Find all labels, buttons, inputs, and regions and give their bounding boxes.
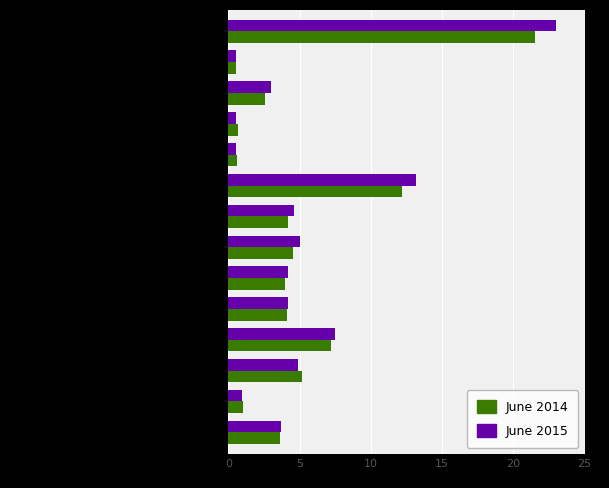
- Bar: [228, 62, 236, 74]
- Bar: [228, 31, 535, 43]
- Bar: [228, 112, 236, 124]
- Bar: [228, 185, 402, 197]
- Bar: [228, 20, 556, 31]
- Bar: [228, 328, 335, 340]
- Bar: [228, 402, 242, 413]
- Legend: June 2014, June 2015: June 2014, June 2015: [466, 390, 579, 447]
- Bar: [228, 421, 281, 432]
- Bar: [228, 216, 288, 228]
- Bar: [228, 93, 266, 105]
- Bar: [228, 309, 287, 321]
- Bar: [228, 174, 417, 185]
- Bar: [228, 124, 238, 136]
- Bar: [228, 340, 331, 351]
- Bar: [228, 247, 292, 259]
- Bar: [228, 81, 271, 93]
- Bar: [228, 204, 294, 216]
- Bar: [228, 390, 242, 402]
- Bar: [228, 155, 237, 166]
- Bar: [228, 50, 236, 62]
- Bar: [228, 359, 298, 370]
- Bar: [228, 370, 303, 382]
- Bar: [228, 236, 300, 247]
- Bar: [228, 297, 288, 309]
- Bar: [228, 143, 236, 155]
- Bar: [228, 432, 280, 444]
- Bar: [228, 278, 286, 290]
- Bar: [228, 266, 288, 278]
